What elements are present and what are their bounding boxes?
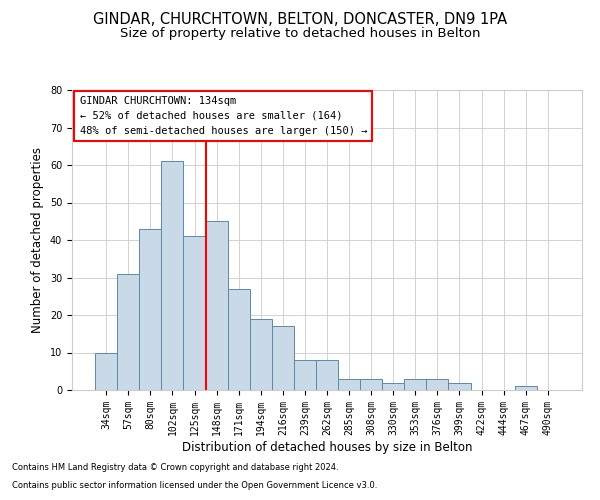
Bar <box>382 382 404 390</box>
Text: Contains public sector information licensed under the Open Government Licence v3: Contains public sector information licen… <box>12 481 377 490</box>
Bar <box>227 289 250 390</box>
Bar <box>117 274 139 390</box>
Text: GINDAR CHURCHTOWN: 134sqm
← 52% of detached houses are smaller (164)
48% of semi: GINDAR CHURCHTOWN: 134sqm ← 52% of detac… <box>80 96 367 136</box>
Bar <box>448 382 470 390</box>
Bar <box>250 319 272 390</box>
Bar <box>294 360 316 390</box>
Bar <box>338 379 360 390</box>
X-axis label: Distribution of detached houses by size in Belton: Distribution of detached houses by size … <box>182 440 472 454</box>
Bar <box>206 221 227 390</box>
Bar <box>404 379 427 390</box>
Bar <box>515 386 537 390</box>
Text: Size of property relative to detached houses in Belton: Size of property relative to detached ho… <box>120 28 480 40</box>
Y-axis label: Number of detached properties: Number of detached properties <box>31 147 44 333</box>
Bar <box>161 161 184 390</box>
Text: GINDAR, CHURCHTOWN, BELTON, DONCASTER, DN9 1PA: GINDAR, CHURCHTOWN, BELTON, DONCASTER, D… <box>93 12 507 28</box>
Bar <box>272 326 294 390</box>
Bar <box>316 360 338 390</box>
Bar <box>95 352 117 390</box>
Text: Contains HM Land Registry data © Crown copyright and database right 2024.: Contains HM Land Registry data © Crown c… <box>12 464 338 472</box>
Bar <box>184 236 206 390</box>
Bar <box>360 379 382 390</box>
Bar <box>139 229 161 390</box>
Bar <box>427 379 448 390</box>
